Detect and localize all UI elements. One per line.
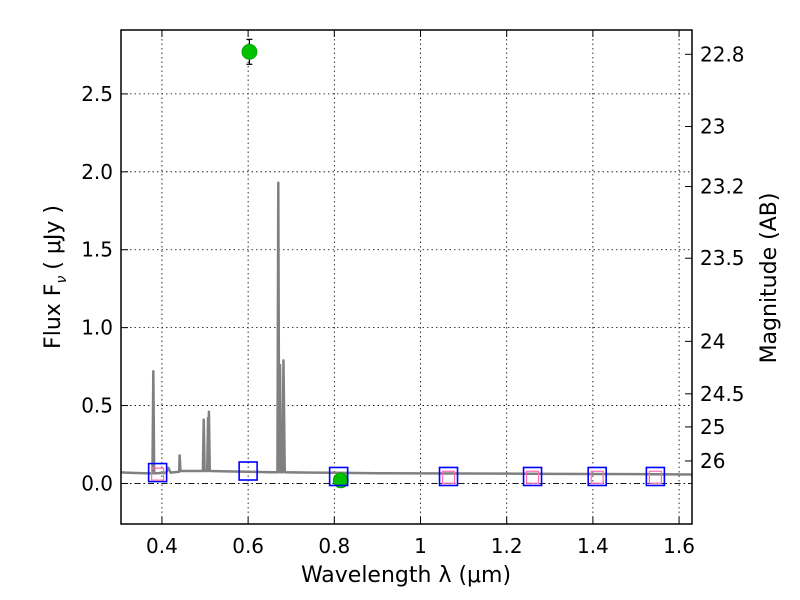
- x-tick-label: 0.4: [146, 534, 178, 558]
- inner-square-marker: [151, 467, 165, 481]
- inner-square-marker: [590, 470, 604, 484]
- model-flux-square: [438, 466, 459, 487]
- spectrum-layer: [121, 181, 692, 476]
- magnitude-tick-label: 22.8: [700, 42, 745, 66]
- spectrum-line: [121, 181, 692, 476]
- inner-square-marker: [525, 470, 540, 484]
- magnitude-tick-label: 24: [700, 329, 725, 353]
- magnitude-tick-label: 24.5: [700, 382, 745, 406]
- plot-frame: [120, 29, 693, 525]
- x-tick-label: 1.6: [663, 534, 695, 558]
- x-axis-label: Wavelength λ (μm): [301, 563, 511, 588]
- x-tick-label: 1.2: [491, 534, 523, 558]
- x-ticks: 0.4 0.6 0.8 1 1.2 1.4 1.6: [146, 30, 695, 558]
- y-axis-label-subscript: ν: [54, 276, 70, 284]
- model-flux-square: [587, 466, 607, 487]
- y-tick-label: 0.0: [81, 471, 113, 495]
- model-flux-square: [147, 462, 168, 483]
- x-tick-label: 0.6: [232, 534, 264, 558]
- y-tick-label: 1.0: [81, 316, 113, 340]
- y-tick-label: 2.0: [81, 160, 113, 184]
- y-tick-label: 2.5: [81, 82, 113, 106]
- magnitude-tick-label: 23: [700, 114, 725, 138]
- y-tick-label: 1.5: [81, 238, 113, 262]
- y-ticks: 0.0 0.5 1.0 1.5 2.0 2.5: [81, 82, 128, 495]
- x-tick-label: 0.8: [318, 534, 350, 558]
- magnitude-tick-label: 26: [700, 449, 725, 473]
- magnitude-tick-label: 23.2: [700, 175, 745, 199]
- y-tick-label: 0.5: [81, 394, 113, 418]
- magnitude-tick-label: 25: [700, 415, 725, 439]
- model-flux-square: [522, 466, 543, 487]
- model-flux-square: [238, 461, 258, 481]
- y-axis-label-main: Flux F: [41, 284, 66, 349]
- y-axis-label: Flux Fν ( μJy ): [41, 205, 70, 349]
- inner-square-marker: [441, 470, 456, 484]
- magnitude-ticks: 22.8 23 23.2 23.5 24 24.5 25 26: [685, 42, 745, 473]
- inner-square-marker: [648, 470, 662, 484]
- plot-area: [121, 38, 692, 489]
- model-flux-square: [328, 466, 349, 487]
- y2-axis-label: Magnitude (AB): [757, 193, 782, 364]
- x-tick-label: 1.4: [577, 534, 609, 558]
- magnitude-tick-label: 23.5: [700, 246, 745, 270]
- model-flux-square: [645, 466, 666, 487]
- marker-layer: [147, 38, 666, 489]
- y-axis-label-unit: ( μJy ): [41, 205, 66, 270]
- observed-flux-point: [241, 43, 258, 60]
- x-tick-label: 1: [414, 534, 427, 558]
